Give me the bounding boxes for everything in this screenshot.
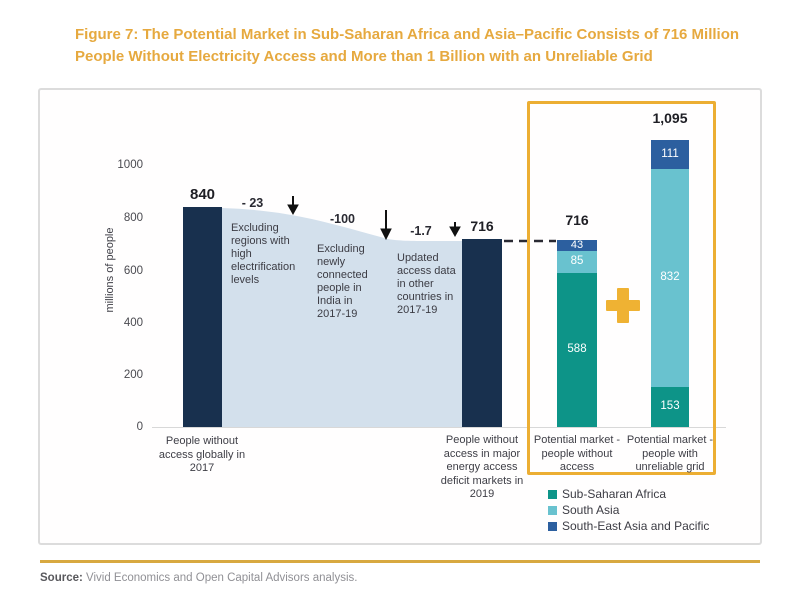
bar-people-without-access-2017	[183, 207, 222, 427]
segment-label-111: 111	[661, 148, 679, 160]
decrease-arrow-head	[380, 228, 392, 241]
legend-swatch-icon	[548, 522, 557, 531]
y-tick-800: 800	[123, 212, 143, 224]
category-label-2019: People without access in major energy ac…	[440, 434, 524, 500]
value-label-716-end: 716	[470, 218, 494, 234]
source-note: Source: Vivid Economics and Open Capital…	[40, 572, 740, 584]
category-label-unreliable-grid: Potential market - people with unreliabl…	[626, 434, 714, 473]
legend-swatch-icon	[548, 506, 557, 515]
step-annotation-india: Excluding newly connected people in Indi…	[317, 243, 368, 320]
y-tick-400: 400	[123, 317, 143, 329]
segment-label-153: 153	[660, 400, 680, 412]
legend-item-south-asia: South Asia	[548, 504, 709, 517]
segment-label-85: 85	[570, 255, 584, 267]
figure-title-line1: Figure 7: The Potential Market in Sub-Sa…	[75, 26, 740, 43]
bar-people-without-access-2019	[462, 239, 502, 427]
value-label-840: 840	[189, 186, 216, 203]
legend-label: South Asia	[562, 503, 620, 517]
total-label-1095: 1,095	[652, 110, 688, 126]
total-label-716: 716	[565, 212, 589, 228]
segment-sub-saharan-588: 588	[557, 273, 597, 427]
legend: Sub-Saharan Africa South Asia South-East…	[548, 488, 709, 536]
figure-title-line2: People Without Electricity Access and Mo…	[75, 48, 653, 65]
highlight-box	[527, 101, 716, 475]
decrease-arrow-head	[449, 226, 461, 238]
legend-swatch-icon	[548, 490, 557, 499]
figure-title: Figure 7: The Potential Market in Sub-Sa…	[75, 24, 765, 68]
category-label-without-access: Potential market - people without access	[533, 434, 621, 473]
legend-label: South-East Asia and Pacific	[562, 519, 710, 533]
y-tick-600: 600	[123, 265, 143, 277]
source-text: Vivid Economics and Open Capital Advisor…	[82, 572, 358, 584]
legend-item-south-east-asia-pacific: South-East Asia and Pacific	[548, 520, 709, 533]
segment-label-43: 43	[570, 239, 584, 251]
decrease-arrow-icons	[287, 196, 461, 241]
segment-sea-pacific-111: 111	[651, 140, 689, 169]
step-label-minus-23: - 23	[241, 196, 264, 210]
legend-label: Sub-Saharan Africa	[562, 487, 667, 501]
segment-label-588: 588	[567, 343, 587, 355]
y-tick-0: 0	[136, 421, 143, 433]
legend-item-sub-saharan-africa: Sub-Saharan Africa	[548, 488, 709, 501]
y-tick-1000: 1000	[117, 159, 143, 171]
plus-icon	[617, 288, 629, 323]
source-label: Source:	[40, 572, 83, 584]
segment-sea-pacific-43: 43	[557, 239, 597, 251]
step-label-minus-100: -100	[329, 212, 356, 226]
segment-sub-saharan-153: 153	[651, 387, 689, 427]
decrease-arrow-head	[287, 204, 299, 216]
segment-label-832: 832	[660, 271, 680, 283]
segment-south-asia-85: 85	[557, 251, 597, 273]
gold-divider	[40, 560, 760, 563]
step-annotation-updated-data: Updated access data in other countries i…	[397, 252, 456, 316]
category-label-2017: People without access globally in 2017	[158, 435, 246, 474]
y-tick-200: 200	[123, 369, 143, 381]
step-annotation-electrification: Excluding regions with high electrificat…	[231, 222, 296, 286]
step-label-minus-1-7: -1.7	[410, 224, 432, 238]
waterfall-area-shape	[222, 208, 462, 427]
segment-south-asia-832: 832	[651, 169, 689, 387]
